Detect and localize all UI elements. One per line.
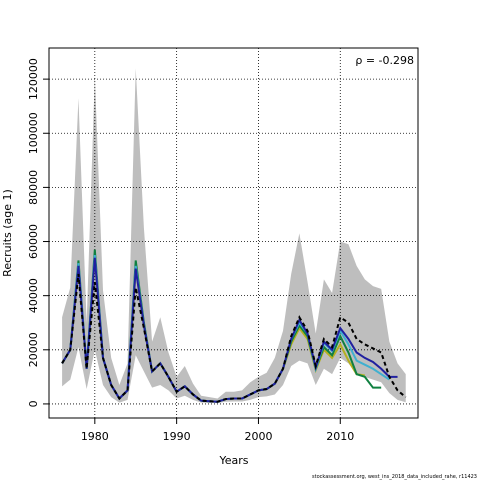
x-tick-label: 1980 [81, 430, 109, 443]
annotation: ρ = -0.298 [355, 54, 414, 67]
y-tick-label: 60000 [27, 224, 40, 259]
plot-frame [48, 47, 419, 419]
x-tick-label: 2010 [326, 430, 354, 443]
confidence-band [62, 68, 406, 404]
y-tick-label: 100000 [27, 112, 40, 154]
footer: stockassessment.org, west_ins_2018_data_… [312, 474, 477, 480]
series-line [61, 257, 398, 403]
y-tick-label: 80000 [27, 170, 40, 205]
y-axis-label: Recruits (age 1) [1, 189, 14, 277]
y-tick-label: 120000 [27, 58, 40, 100]
series-line [61, 273, 407, 403]
y-tick-label: 40000 [27, 278, 40, 313]
x-axis-label: Years [218, 454, 248, 467]
y-tick-label: 20000 [27, 332, 40, 367]
y-tick-label: 0 [27, 400, 40, 407]
x-tick-label: 2000 [244, 430, 272, 443]
x-tick-label: 1990 [163, 430, 191, 443]
